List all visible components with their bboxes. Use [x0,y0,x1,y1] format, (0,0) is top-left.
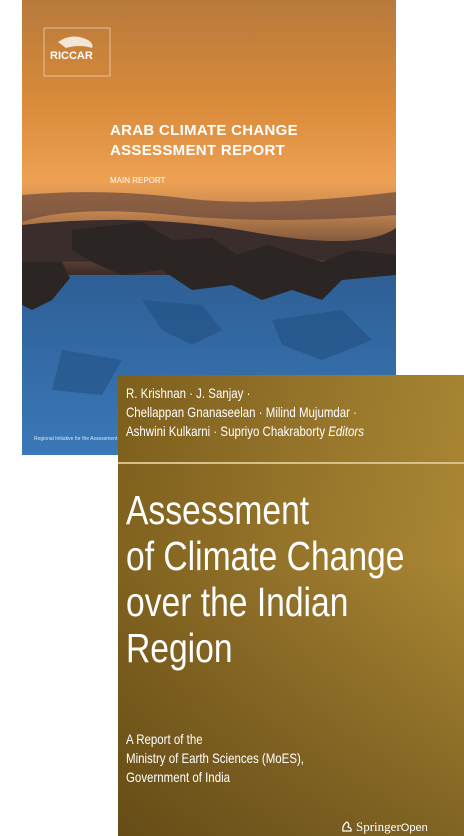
report-footer: Regional Initiative for the Assessment [34,436,117,442]
page: {"covers": [ {"logo": "RICCAR", "title":… [0,0,464,836]
book-subtitle-line: Ministry of Earth Sciences (MoES), [126,750,304,766]
report-subtitle: MAIN REPORT [110,176,165,185]
author-line: Chellappan Gnanaseelan · Milind Mujumdar… [126,404,357,420]
publisher: SpringerOpen [356,819,428,835]
book-subtitle-line: Government of India [126,769,230,785]
publisher-suffix: Open [401,822,428,834]
publisher-name: Springer [356,819,401,834]
book-subtitle-line: A Report of the [126,731,203,747]
logo-text: RICCAR [50,50,93,62]
book-title-line: over the Indian [126,579,348,625]
author-line: R. Krishnan · J. Sanjay · [126,385,250,401]
indian-region-cover: R. Krishnan · J. Sanjay · Chellappan Gna… [118,375,464,836]
book-title-line: Assessment [126,487,309,533]
author-text: Ashwini Kulkarni · Supriyo Chakraborty [126,423,325,439]
divider [118,462,464,464]
editors-label: Editors [328,423,364,439]
author-line: Ashwini Kulkarni · Supriyo Chakraborty E… [126,423,364,439]
book-title-line: Region [126,625,233,671]
report-title-line: ARAB CLIMATE CHANGE [110,122,298,139]
publisher-logo [340,819,354,833]
book-title-line: of Climate Change [126,533,404,579]
report-title-line: ASSESSMENT REPORT [110,142,285,159]
